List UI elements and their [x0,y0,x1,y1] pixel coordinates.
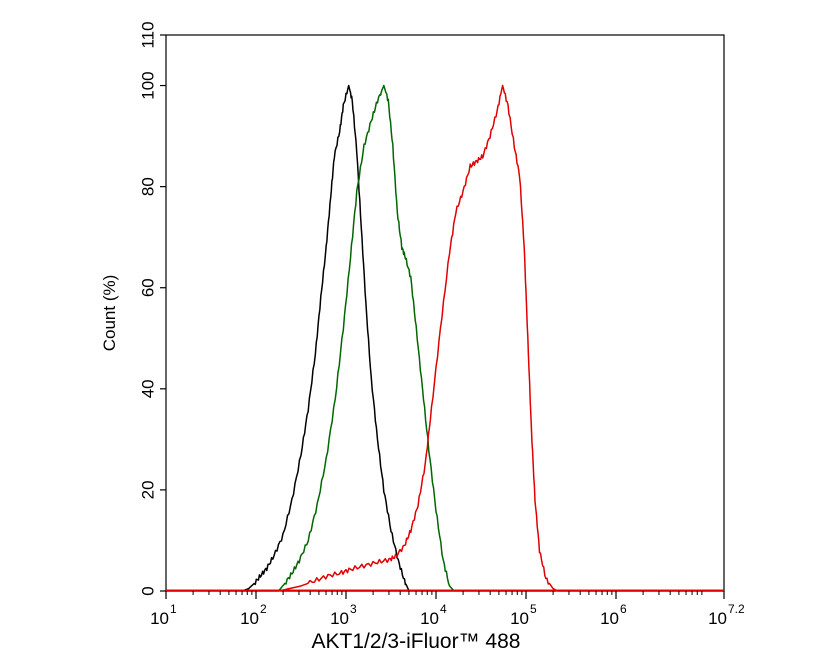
y-axis: 0 20 40 60 80 100 110 [139,21,166,596]
x-tick-exponent: 5 [530,602,537,616]
x-tick-exponent: 4 [440,602,447,616]
x-tick-label: 10 [600,609,619,628]
series-0 [166,84,724,592]
x-tick-label: 10 [510,609,529,628]
series-2 [166,84,724,592]
plot-frame [165,34,725,592]
y-tick-label: 110 [139,21,158,48]
series-line [277,84,455,592]
x-tick-label: 10 [150,609,169,628]
series-line [278,84,558,592]
y-tick-label: 20 [139,480,158,499]
series-1 [166,84,724,592]
series-line [242,84,410,592]
y-tick-label: 60 [139,278,158,297]
x-tick-label: 10 [240,609,259,628]
x-tick-exponent: 1 [170,602,177,616]
y-tick-label: 100 [139,71,158,99]
y-axis-title: Count (%) [100,275,119,352]
x-tick-label: 10 [420,609,439,628]
x-tick-exponent: 2 [260,602,267,616]
x-tick-exponent: 7.2 [728,602,745,616]
x-axis: 10 1 10 2 10 3 10 4 10 5 10 6 10 7.2 [150,591,745,628]
series-layer [166,84,724,592]
x-tick-label: 10 [330,609,349,628]
y-tick-label: 0 [139,586,158,595]
x-tick-label: 10 [708,609,727,628]
x-tick-exponent: 3 [350,602,357,616]
x-tick-exponent: 6 [620,602,627,616]
y-tick-label: 40 [139,379,158,398]
y-tick-label: 80 [139,177,158,196]
x-axis-title: AKT1/2/3-iFluor™ 488 [312,630,521,653]
